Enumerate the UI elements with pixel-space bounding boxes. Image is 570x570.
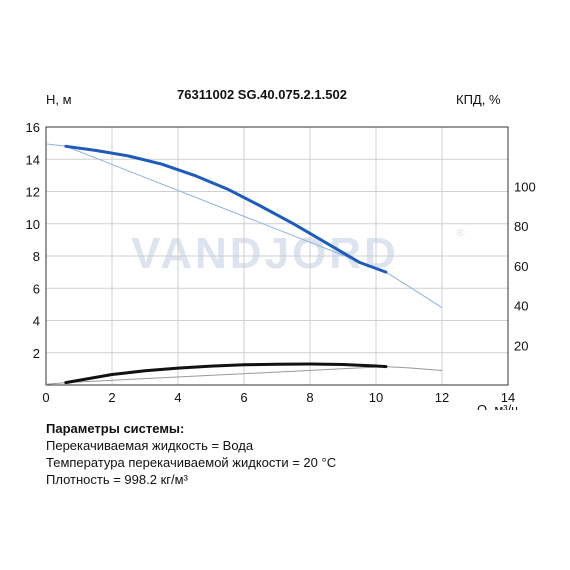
brand-watermark: VANDJORD bbox=[131, 229, 399, 278]
y-right-axis-label: КПД, % bbox=[456, 92, 501, 107]
x-tick-label: 14 bbox=[501, 390, 515, 405]
y-left-tick-label: 14 bbox=[26, 152, 40, 167]
head-curve bbox=[64, 144, 388, 274]
x-tick-label: 2 bbox=[108, 390, 115, 405]
density-line: Плотность = 998.2 кг/м³ bbox=[46, 472, 188, 487]
y-right-tick-label: 100 bbox=[514, 180, 536, 195]
tick-labels: 0 2 4 6 8 10 12 14 2 4 6 8 10 12 14 16 20 40 60 80 100 bbox=[26, 120, 536, 405]
chart-title: 76311002 SG.40.075.2.1.502 bbox=[177, 87, 347, 102]
pump-performance-chart: VANDJORD ® 0 2 4 6 8 10 12 14 2 4 6 8 10 12 14 16 20 40 60… bbox=[26, 87, 536, 410]
y-left-tick-label: 16 bbox=[26, 120, 40, 135]
y-left-tick-label: 10 bbox=[26, 217, 40, 232]
y-right-tick-label: 20 bbox=[514, 338, 528, 353]
x-tick-label: 0 bbox=[42, 390, 49, 405]
fluid-line: Перекачиваемая жидкость = Вода bbox=[46, 438, 254, 453]
grid-lines bbox=[46, 127, 508, 385]
system-parameters: Параметры системы: Перекачиваемая жидкос… bbox=[46, 420, 336, 488]
y-left-tick-label: 8 bbox=[33, 249, 40, 264]
y-right-tick-label: 60 bbox=[514, 259, 528, 274]
y-right-tick-label: 40 bbox=[514, 299, 528, 314]
x-tick-label: 8 bbox=[306, 390, 313, 405]
y-left-tick-label: 12 bbox=[26, 185, 40, 200]
x-axis-label: Q, м³/ч bbox=[477, 402, 518, 410]
y-right-tick-label: 80 bbox=[514, 219, 528, 234]
y-left-axis-label: H, м bbox=[46, 92, 72, 107]
x-tick-label: 6 bbox=[240, 390, 247, 405]
y-left-tick-label: 4 bbox=[33, 314, 40, 329]
curves bbox=[45, 143, 443, 385]
y-left-tick-label: 6 bbox=[33, 281, 40, 296]
parameters-heading: Параметры системы: bbox=[46, 421, 185, 436]
watermark-registered-icon: ® bbox=[455, 226, 466, 239]
x-tick-label: 4 bbox=[174, 390, 181, 405]
x-tick-label: 10 bbox=[369, 390, 383, 405]
axes bbox=[45, 126, 509, 386]
x-tick-label: 12 bbox=[435, 390, 449, 405]
y-left-tick-label: 2 bbox=[33, 346, 40, 361]
efficiency-curve bbox=[64, 362, 388, 385]
plot-frame bbox=[45, 126, 509, 386]
temperature-line: Температура перекачиваемой жидкости = 20… bbox=[46, 455, 337, 470]
